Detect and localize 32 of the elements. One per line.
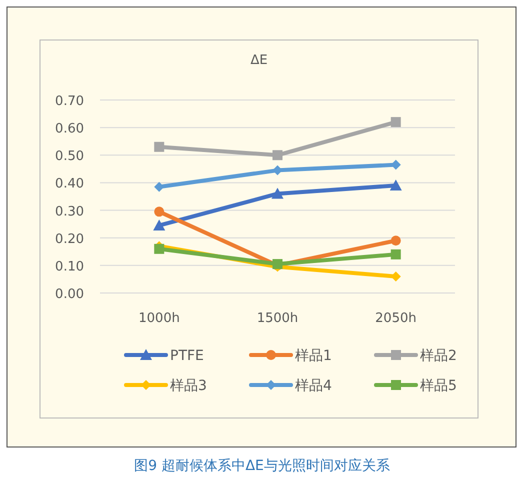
point xyxy=(272,188,284,199)
point xyxy=(154,182,164,192)
point xyxy=(154,142,164,152)
y-tick-label: 0.30 xyxy=(55,204,84,220)
point xyxy=(390,117,401,128)
y-tick-label: 0.50 xyxy=(55,149,84,164)
legend-label: 样品3 xyxy=(170,378,207,394)
legend-label: 样品1 xyxy=(295,348,332,364)
point xyxy=(153,219,166,230)
y-tick-label: 0.40 xyxy=(55,176,84,192)
legend-label: 样品4 xyxy=(295,378,332,394)
point xyxy=(390,271,401,282)
x-tick-label: 2050h xyxy=(375,311,416,326)
point xyxy=(390,179,402,190)
point xyxy=(154,206,164,217)
x-tick-label: 1500h xyxy=(256,311,298,326)
legend-label: PTFE xyxy=(170,348,204,364)
y-tick-label: 0.10 xyxy=(55,259,84,274)
point xyxy=(154,244,164,254)
legend-label: 样品2 xyxy=(420,348,457,364)
x-tick-label: 1000h xyxy=(138,311,180,326)
y-tick-label: 0.00 xyxy=(55,287,84,302)
point xyxy=(272,150,282,160)
caption: 图9 超耐候体系中ΔE与光照时间对应关系 xyxy=(134,458,390,474)
y-tick-label: 0.60 xyxy=(55,122,84,137)
legend-label: 样品5 xyxy=(420,378,457,394)
chart-title: ΔE xyxy=(250,53,268,68)
point xyxy=(390,249,401,260)
y-tick-label: 0.20 xyxy=(55,232,84,247)
point xyxy=(272,165,282,176)
point xyxy=(390,236,401,246)
y-tick-label: 0.70 xyxy=(55,94,84,109)
